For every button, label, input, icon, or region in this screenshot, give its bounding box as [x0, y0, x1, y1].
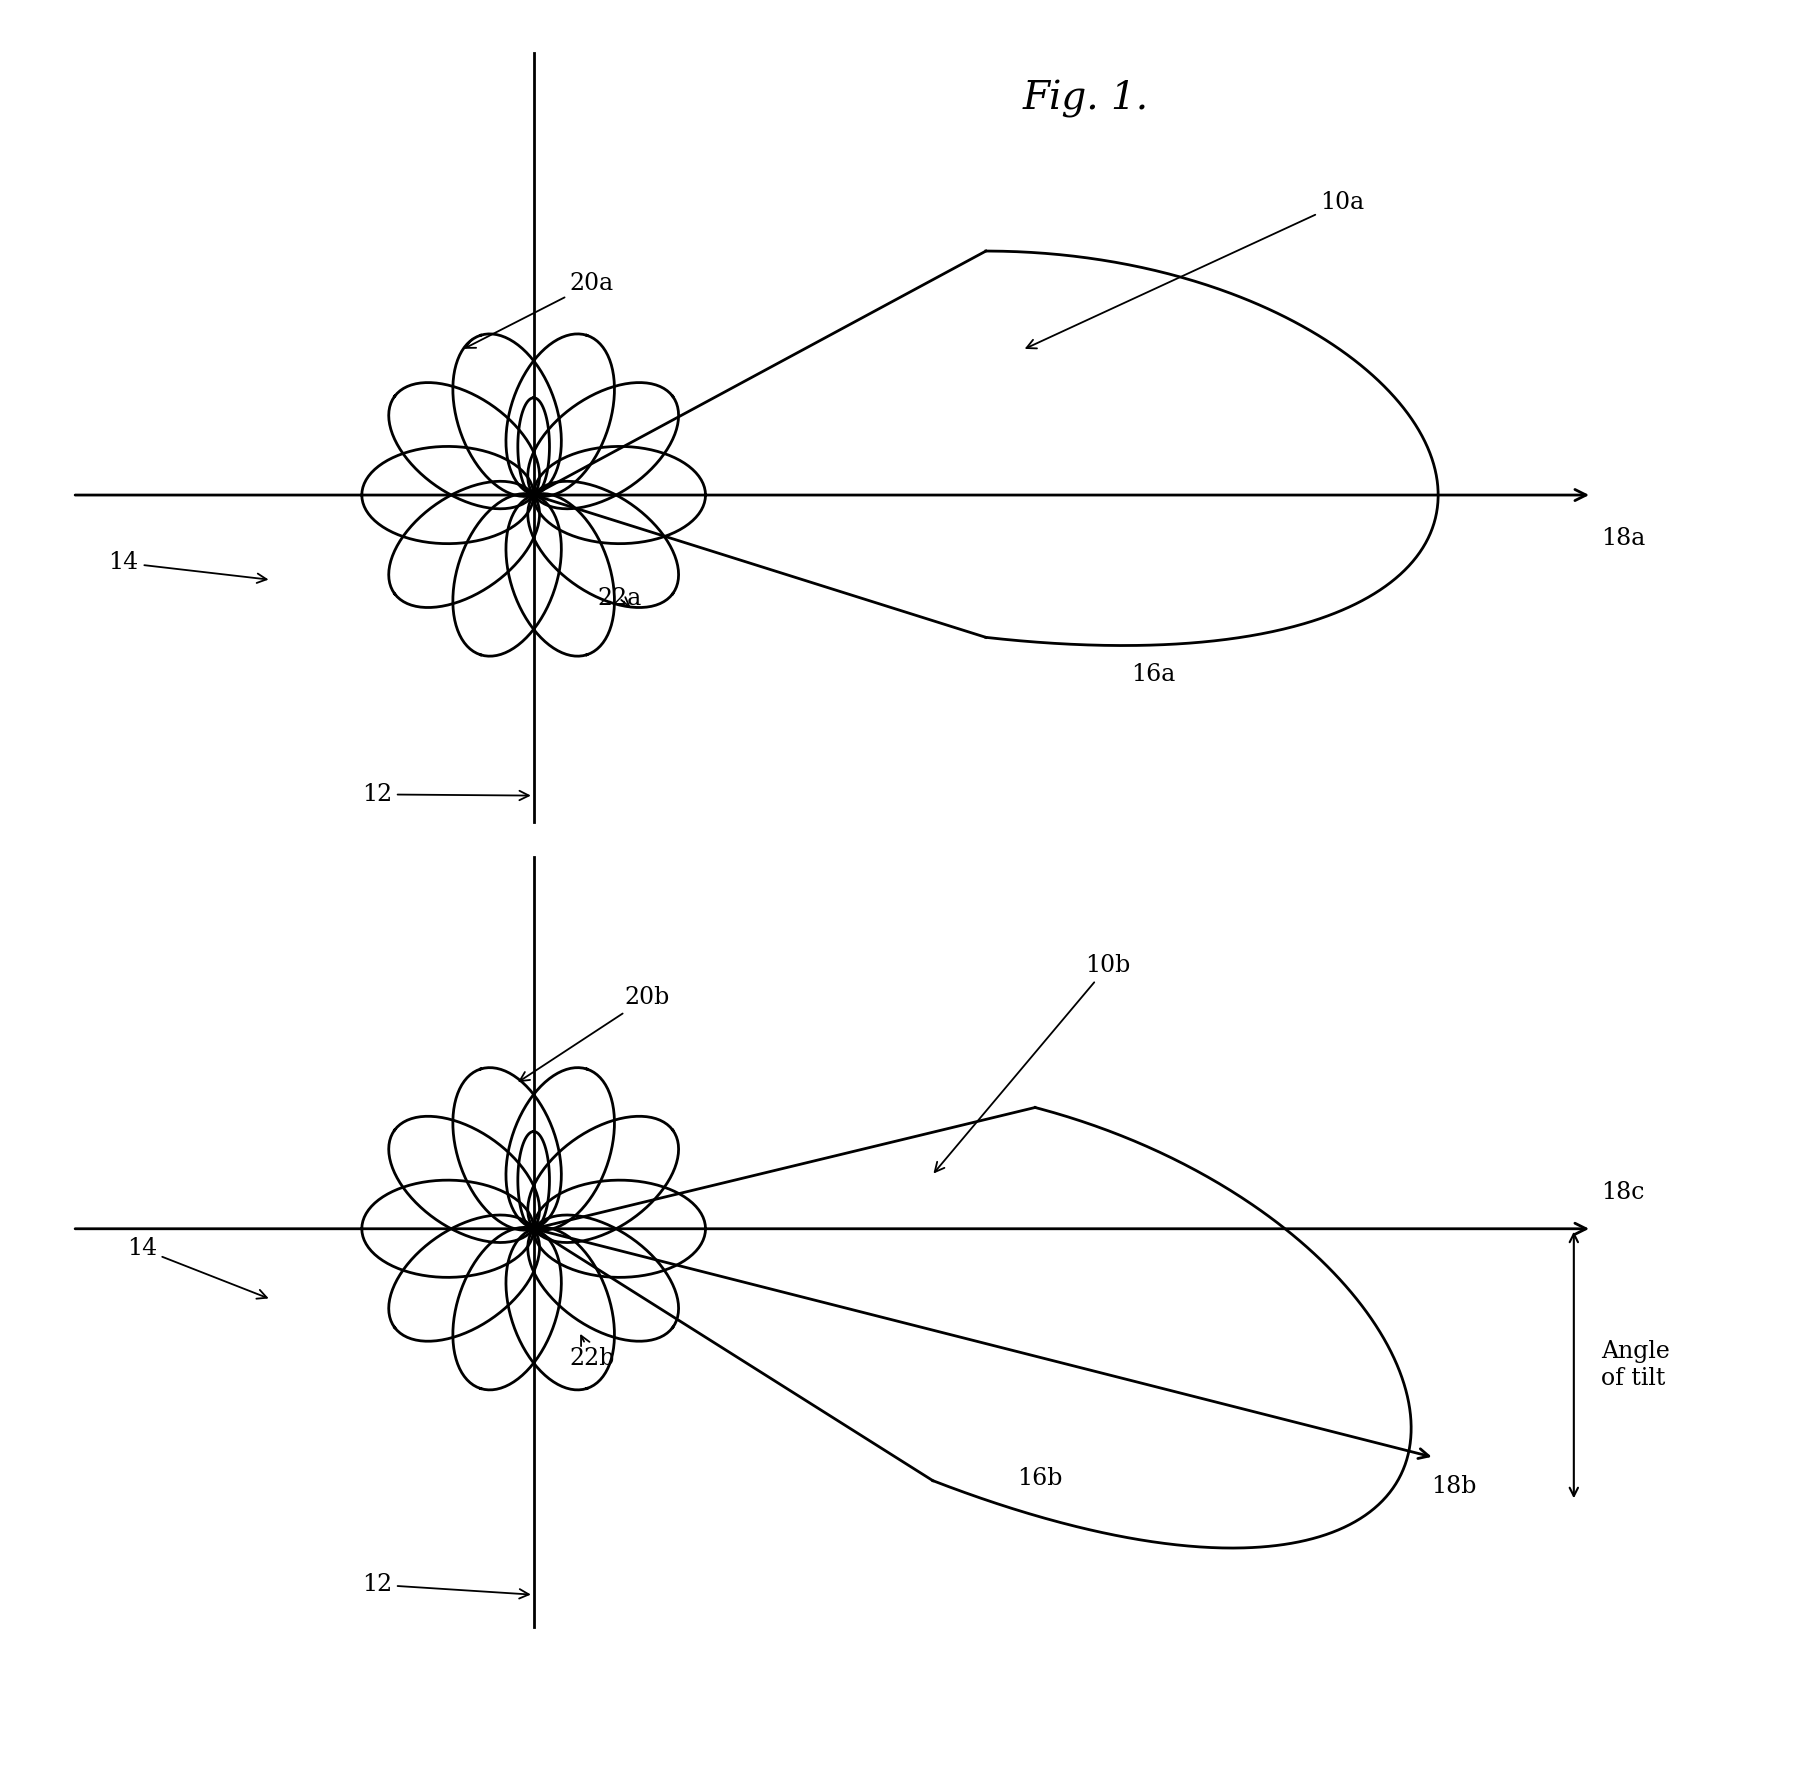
- Text: 20a: 20a: [465, 272, 613, 348]
- Text: 10a: 10a: [1026, 191, 1364, 348]
- Text: 14: 14: [127, 1238, 268, 1299]
- Text: Fig. 1.: Fig. 1.: [1022, 80, 1149, 117]
- Text: 18c: 18c: [1601, 1181, 1644, 1204]
- Text: 18a: 18a: [1601, 527, 1644, 550]
- Text: 16b: 16b: [1017, 1467, 1064, 1490]
- Text: 12: 12: [362, 1574, 528, 1598]
- Text: 20b: 20b: [519, 987, 669, 1082]
- Text: 22b: 22b: [570, 1335, 615, 1370]
- Text: 22a: 22a: [597, 587, 640, 610]
- Text: 14: 14: [109, 552, 266, 583]
- Text: Angle
of tilt: Angle of tilt: [1601, 1340, 1670, 1390]
- Text: 16a: 16a: [1131, 663, 1174, 686]
- Text: 10b: 10b: [935, 955, 1131, 1172]
- Text: 18b: 18b: [1431, 1475, 1476, 1497]
- Text: 12: 12: [362, 783, 528, 806]
